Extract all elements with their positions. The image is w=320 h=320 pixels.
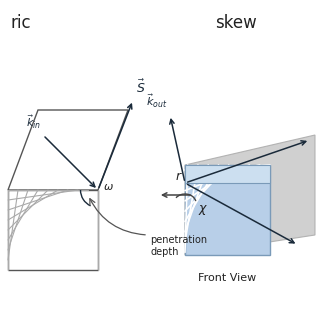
Polygon shape <box>185 165 270 183</box>
Text: $\vec{k}_{out}$: $\vec{k}_{out}$ <box>147 92 168 110</box>
Polygon shape <box>8 190 98 270</box>
Text: $\vec{S}$: $\vec{S}$ <box>136 79 146 96</box>
Polygon shape <box>8 110 128 190</box>
Text: $\omega$: $\omega$ <box>103 182 114 192</box>
Text: skew: skew <box>215 14 257 32</box>
Text: Front View: Front View <box>198 273 256 283</box>
Polygon shape <box>185 135 315 255</box>
Polygon shape <box>185 165 270 255</box>
Text: penetration
depth: penetration depth <box>150 235 207 257</box>
Text: r: r <box>175 170 180 183</box>
Text: ric: ric <box>10 14 31 32</box>
Text: $\chi$: $\chi$ <box>198 203 208 217</box>
Text: $\vec{k}_{in}$: $\vec{k}_{in}$ <box>26 114 41 131</box>
